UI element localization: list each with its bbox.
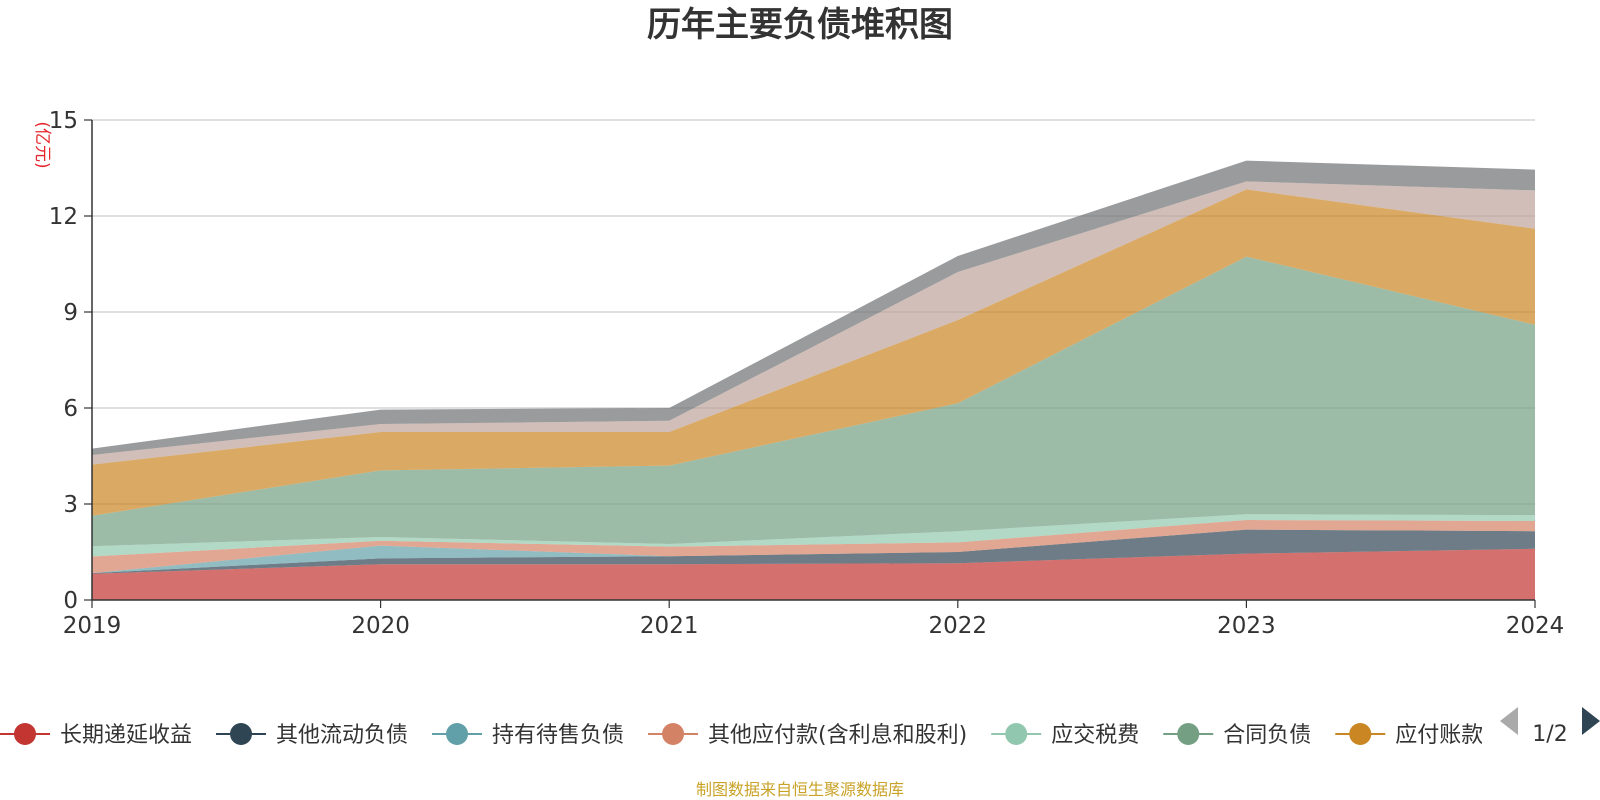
legend-label: 合同负债: [1223, 723, 1311, 748]
axes: 0 3 6 9 12 15 2019 2020 2021 2022 2023 2024: [49, 108, 1565, 639]
legend-marker-icon: [14, 723, 36, 745]
legend-label: 长期递延收益: [60, 723, 192, 748]
legend-item[interactable]: 长期递延收益: [0, 723, 192, 748]
area-series-6: [92, 256, 1535, 547]
legend-item[interactable]: 其他流动负债: [216, 723, 408, 748]
x-tick-label: 2022: [929, 613, 988, 639]
legend-item[interactable]: 应交税费: [991, 723, 1139, 748]
legend-marker-icon: [446, 723, 469, 745]
y-tick-label: 12: [49, 204, 78, 230]
area-series: [92, 160, 1535, 600]
legend-page-indicator: 1/2: [1532, 722, 1567, 747]
y-tick-label: 15: [49, 108, 78, 134]
legend-marker-icon: [662, 723, 685, 745]
legend-label: 持有待售负债: [492, 723, 624, 748]
legend-marker-icon: [1005, 723, 1028, 745]
area-series-4: [92, 520, 1535, 574]
y-tick-label: 6: [63, 396, 78, 422]
x-tick-label: 2020: [351, 613, 410, 639]
chart-title: 历年主要负债堆积图: [647, 5, 953, 45]
legend-label: 应付账款: [1395, 723, 1483, 748]
y-tick-label: 0: [63, 588, 78, 614]
legend-marker-icon: [1349, 723, 1372, 745]
area-series-5: [92, 514, 1535, 557]
y-tick-label: 3: [63, 492, 78, 518]
y-axis-label: (亿元): [32, 121, 52, 168]
legend-label: 其他应付款(含利息和股利): [708, 723, 967, 748]
x-tick-label: 2023: [1217, 613, 1276, 639]
area-series-7: [92, 189, 1535, 516]
y-tick-label: 9: [63, 300, 78, 326]
legend-marker-icon: [1177, 723, 1200, 745]
x-tick-label: 2019: [63, 613, 122, 639]
legend-next-arrow-icon[interactable]: [1582, 707, 1600, 735]
x-tick-label: 2024: [1506, 613, 1565, 639]
area-series-2: [92, 529, 1535, 574]
legend-item[interactable]: 应付账款: [1335, 723, 1483, 748]
legend-item[interactable]: 持有待售负债: [432, 723, 624, 748]
legend-marker-icon: [230, 723, 253, 745]
area-series-1: [92, 548, 1535, 600]
legend-item[interactable]: 合同负债: [1163, 723, 1311, 748]
area-series-3: [92, 529, 1535, 574]
legend-item[interactable]: 其他应付款(含利息和股利): [648, 723, 967, 748]
legend-prev-arrow-icon[interactable]: [1500, 707, 1518, 735]
data-source-note: 制图数据来自恒生聚源数据库: [696, 780, 904, 799]
legend-label: 应交税费: [1051, 723, 1139, 748]
legend-label: 其他流动负债: [276, 723, 408, 748]
x-tick-label: 2021: [640, 613, 699, 639]
legend: 长期递延收益 其他流动负债 持有待售负债 其他应付款(含利息和股利) 应交税费 合同负债 应…: [0, 707, 1600, 748]
